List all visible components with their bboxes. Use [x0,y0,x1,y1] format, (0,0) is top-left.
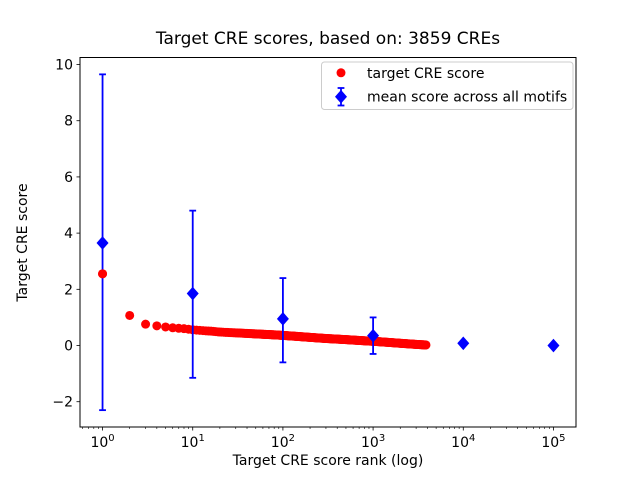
legend-diamond-marker [335,89,347,104]
mean-diamond [276,312,289,326]
legend: target CRE score mean score across all mo… [321,61,574,110]
x-tick-label: 104 [451,433,475,451]
y-tick-label: 2 [64,282,73,298]
chart-title: Target CRE scores, based on: 3859 CREs [155,29,500,49]
x-tick-label: 105 [541,433,565,451]
y-tick-label: 6 [64,170,73,186]
mean-diamond [457,336,470,351]
scatter-point [152,321,162,331]
scatter-point [421,340,431,350]
y-tick-label: 4 [64,226,73,242]
scatter-point [125,310,135,320]
mean-diamond [186,286,199,301]
mean-score-series [96,73,560,412]
x-tick-label: 100 [90,433,114,451]
x-tick-label: 101 [181,433,205,451]
mean-diamond [96,236,109,250]
legend-circle-marker [336,68,346,78]
plot-border [79,57,577,428]
y-tick-label: 10 [55,58,73,74]
axes: −2 0 2 4 6 8 10 100 101 102 103 104 105 [52,57,577,451]
y-tick-label: 0 [64,339,73,355]
y-tick-label: 8 [64,114,73,130]
legend-box [321,61,574,110]
scatter-point [161,322,171,332]
scatter-point [141,319,151,329]
legend-label-mean-score: mean score across all motifs [367,90,567,106]
y-tick-label: −2 [52,395,73,411]
legend-label-target-score: target CRE score [367,66,484,82]
scatter-point-front [98,269,108,279]
y-axis-label: Target CRE score [15,183,31,302]
mean-diamond [547,338,560,353]
mean-diamond [367,328,380,343]
x-tick-label: 103 [361,433,385,451]
x-tick-label: 102 [271,433,295,451]
x-axis-label: Target CRE score rank (log) [232,453,424,469]
target-score-series [98,269,431,350]
